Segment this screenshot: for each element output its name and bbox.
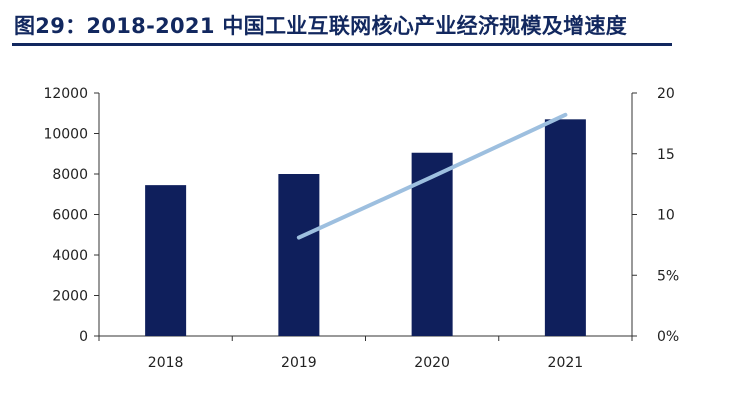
left-y-tick-label: 10000 — [43, 127, 88, 143]
title-rule: 图29：2018-2021 中国工业互联网核心产业经济规模及增速度 — [12, 8, 672, 46]
bar — [544, 119, 586, 336]
bar — [411, 152, 453, 336]
right-y-tick-label: 0% — [657, 329, 679, 345]
left-y-tick-label: 0 — [79, 329, 88, 345]
growth-rate-line — [296, 112, 568, 240]
bar-series — [145, 119, 586, 336]
chart-title: 图29：2018-2021 中国工业互联网核心产业经济规模及增速度 — [14, 14, 628, 38]
x-tick-label: 2019 — [281, 355, 317, 371]
left-y-tick-label: 2000 — [52, 289, 88, 305]
right-y-tick-label: 10 — [657, 208, 675, 224]
left-y-tick-label: 6000 — [52, 208, 88, 224]
x-tick-label: 2018 — [148, 355, 184, 371]
left-y-tick-label: 4000 — [52, 248, 88, 264]
x-ticks: 2018 2019 2020 2021 — [98, 336, 633, 371]
right-y-ticks: 0% 5% 10 15 20 — [632, 86, 679, 345]
bar — [278, 174, 320, 336]
right-y-tick-label: 20 — [657, 86, 675, 102]
x-tick-label: 2020 — [414, 355, 450, 371]
line-series — [296, 112, 568, 240]
x-tick-label: 2021 — [548, 355, 584, 371]
left-y-ticks: 0 2000 4000 6000 8000 10000 12000 — [43, 86, 99, 345]
right-y-tick-label: 15 — [657, 147, 675, 163]
bar — [145, 185, 187, 336]
left-y-tick-label: 12000 — [43, 86, 88, 102]
left-y-tick-label: 8000 — [52, 167, 88, 183]
right-y-tick-label: 5% — [657, 268, 679, 284]
